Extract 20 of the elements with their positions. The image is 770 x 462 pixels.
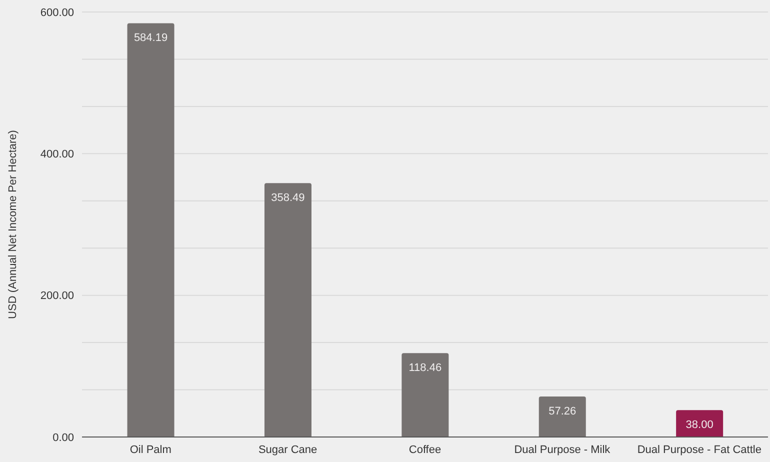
x-tick-label: Dual Purpose - Milk [514, 444, 611, 456]
x-tick-label: Sugar Cane [258, 444, 318, 456]
y-tick-label: 200.00 [40, 290, 74, 302]
x-tick-label: Coffee [408, 444, 442, 456]
bar [264, 183, 312, 437]
data-label: 118.46 [408, 362, 442, 374]
bar [676, 410, 724, 437]
x-tick-label: Dual Purpose - Fat Cattle [637, 444, 762, 456]
x-tick-label: Oil Palm [130, 444, 172, 456]
bar [402, 353, 449, 437]
data-label: 57.26 [548, 405, 576, 418]
y-tick-label: 400.00 [40, 148, 74, 161]
data-label: 584.19 [134, 32, 168, 44]
data-label: 358.49 [271, 192, 305, 204]
bar [538, 396, 586, 437]
y-tick-label: 0.00 [52, 432, 74, 444]
y-tick-label: 600.00 [40, 6, 74, 19]
bar [127, 23, 174, 437]
y-axis-title: USD (Annual Net Income Per Hectare) [6, 130, 19, 319]
data-label: 38.00 [686, 418, 714, 431]
